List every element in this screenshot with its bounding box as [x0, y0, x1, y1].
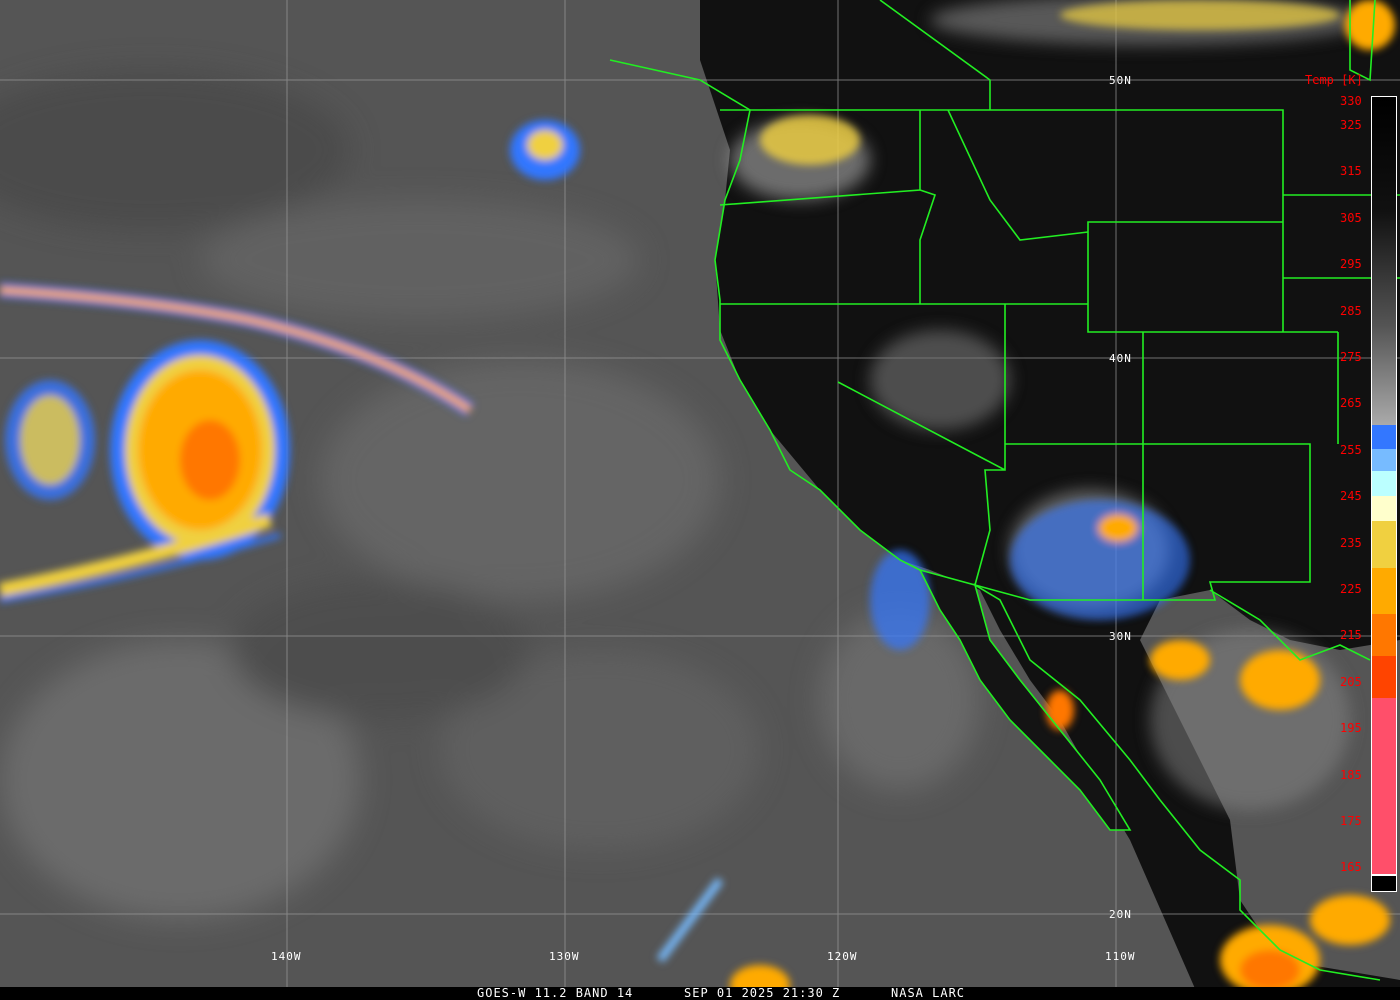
product-label: GOES-W 11.2 BAND 14 — [477, 986, 634, 1000]
lon-label-140w: 140W — [271, 950, 302, 963]
colorbar-tick: 265 — [1340, 396, 1362, 411]
colorbar-grayscale — [1372, 97, 1396, 425]
lat-label-40n: 40N — [1109, 352, 1132, 365]
baja-california — [920, 570, 1130, 830]
lon-label-110w: 110W — [1105, 950, 1136, 963]
colorbar-tick: 245 — [1340, 489, 1362, 504]
colorbar-segment — [1372, 698, 1396, 874]
colorbar-segment — [1372, 874, 1396, 876]
lon-label-130w: 130W — [549, 950, 580, 963]
colorbar-tick: 185 — [1340, 767, 1362, 782]
colorbar-segment — [1372, 568, 1396, 614]
lon-label-120w: 120W — [827, 950, 858, 963]
colorbar-title: Temp [K] — [1305, 73, 1363, 87]
colorbar-tick: 225 — [1340, 582, 1362, 596]
colorbar-tick: 285 — [1340, 303, 1362, 318]
political-borders — [609, 0, 1400, 981]
colorbar-segment — [1372, 471, 1396, 496]
caption-bar: GOES-W 11.2 BAND 14 SEP 01 2025 21:30 Z … — [0, 987, 1400, 1000]
colorbar-tick: 255 — [1340, 442, 1362, 457]
lat-label-30n: 30N — [1109, 630, 1132, 643]
lat-label-50n: 50N — [1109, 74, 1132, 87]
colorbar-tick: 330 — [1340, 94, 1362, 108]
colorbar-tick: 165 — [1340, 860, 1362, 875]
colorbar-tick: 305 — [1340, 210, 1362, 225]
datetime-label: SEP 01 2025 21:30 Z — [684, 986, 841, 1000]
colorbar-segment — [1372, 425, 1396, 449]
colorbar-tick: 205 — [1340, 674, 1362, 689]
ocean-clouds — [0, 70, 980, 920]
colorbar-segment — [1372, 449, 1396, 471]
colorbar-tick: 295 — [1340, 257, 1362, 272]
colorbar-tick: 235 — [1340, 535, 1362, 550]
colorbar-tick: 215 — [1340, 628, 1362, 643]
colorbar-segment — [1372, 521, 1396, 568]
colorbar-segment — [1372, 496, 1396, 521]
colorbar-segment — [1372, 656, 1396, 698]
colorbar-segment — [1372, 614, 1396, 656]
colorbar-tick: 195 — [1340, 721, 1362, 736]
colorbar-tick: 175 — [1340, 814, 1362, 828]
colorbar-tick: 275 — [1340, 350, 1362, 364]
lat-label-20n: 20N — [1109, 908, 1132, 921]
credit-label: NASA LARC — [891, 986, 966, 1000]
colorbar — [1371, 96, 1397, 892]
colorbar-tick: 315 — [1340, 164, 1362, 179]
colorbar-tick: 325 — [1340, 118, 1362, 132]
